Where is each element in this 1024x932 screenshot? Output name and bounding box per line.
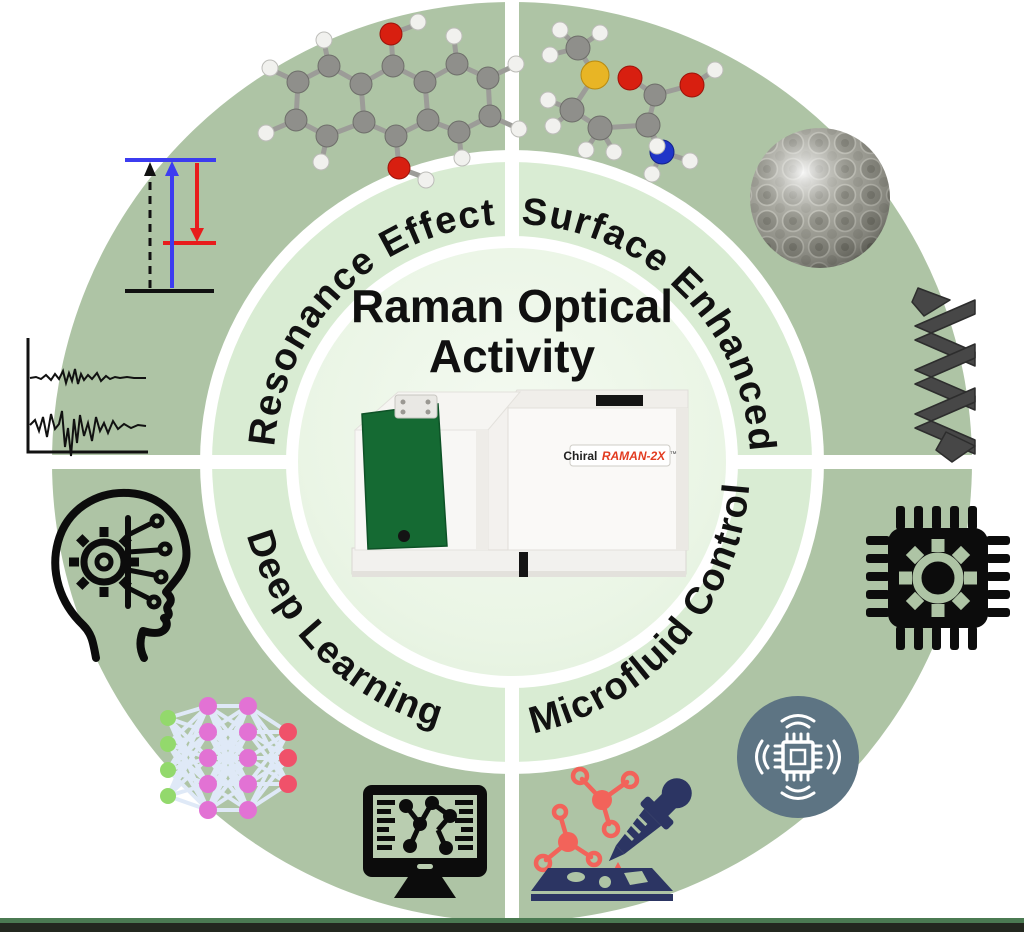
- center-content: Raman Optical Activity Ch: [351, 280, 689, 577]
- center-title-line1: Raman Optical: [351, 280, 673, 332]
- smart-chip-badge-icon: [737, 696, 859, 818]
- roa-spectrometer-image: Chiral RAMAN-2X ™: [351, 389, 689, 577]
- energy-levels-icon: [125, 158, 216, 293]
- virus-nanoparticle-icon: [750, 128, 890, 268]
- instrument-green-door: [361, 403, 448, 550]
- methionine-molecule-icon: [539, 21, 724, 183]
- microfluidic-slide-icon: [531, 868, 673, 901]
- gear-icon: [69, 527, 139, 597]
- instrument-slot: [596, 395, 643, 406]
- roa-spectra-icon: [26, 338, 148, 457]
- dropper-icon: [608, 778, 692, 862]
- svg-text:Chiral RAMAN-2X: Chiral RAMAN-2X ™: [563, 447, 676, 464]
- brain-gear-icon: [51, 488, 191, 662]
- center-title-line2: Activity: [429, 330, 596, 382]
- gear-icon: [899, 539, 977, 617]
- dropper-microfluidic-chip-icon: [531, 766, 692, 901]
- code-monitor-icon: [363, 785, 487, 898]
- chip-gear-icon: [866, 506, 1010, 650]
- alpha-helix-icon: [911, 287, 976, 463]
- footer-rule: [0, 918, 1024, 932]
- instrument-brand-label: Chiral RAMAN-2X ™: [563, 444, 677, 467]
- anthraquinol-molecule-icon: [257, 13, 528, 189]
- sulfur-atom: [580, 60, 610, 90]
- neural-network-icon: [160, 697, 297, 819]
